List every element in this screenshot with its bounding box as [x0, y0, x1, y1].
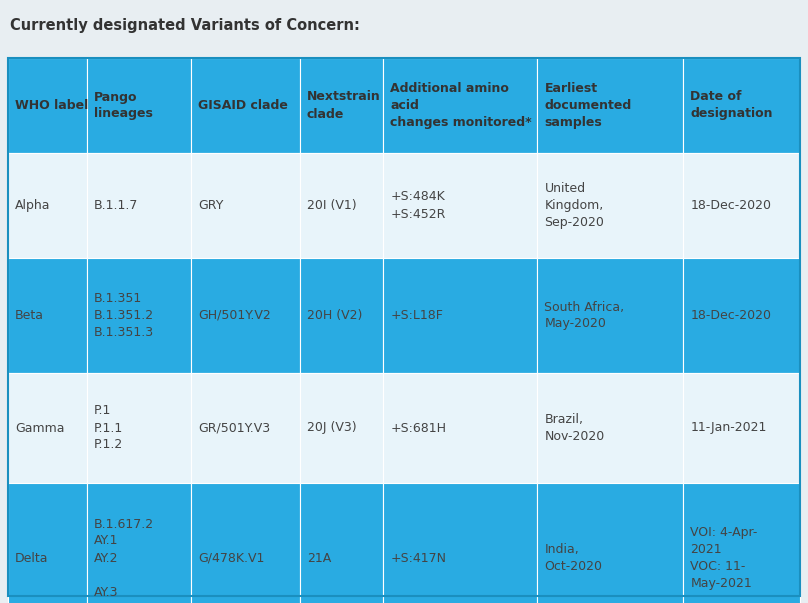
Text: Gamma: Gamma [15, 421, 65, 435]
Text: +S:681H: +S:681H [390, 421, 446, 435]
Text: Nextstrain
clade: Nextstrain clade [307, 90, 381, 121]
Text: WHO label: WHO label [15, 99, 88, 112]
Text: GH/501Y.V2: GH/501Y.V2 [199, 309, 271, 322]
Bar [684, 58, 800, 153]
Text: Date of
designation: Date of designation [690, 90, 772, 121]
Text: Currently designated Variants of Concern:: Currently designated Variants of Concern… [10, 18, 360, 33]
Bar [191, 258, 300, 373]
Bar [383, 373, 537, 483]
Bar [537, 483, 684, 603]
Text: Additional amino
acid
changes monitored*: Additional amino acid changes monitored* [390, 82, 532, 129]
Bar [684, 153, 800, 258]
Bar [191, 373, 300, 483]
Bar [537, 153, 684, 258]
Text: Alpha: Alpha [15, 199, 50, 212]
Text: United
Kingdom,
Sep-2020: United Kingdom, Sep-2020 [545, 182, 604, 229]
Bar [8, 373, 87, 483]
Bar [87, 258, 191, 373]
Bar [300, 153, 383, 258]
Bar [684, 373, 800, 483]
Text: 18-Dec-2020: 18-Dec-2020 [690, 309, 772, 322]
Text: South Africa,
May-2020: South Africa, May-2020 [545, 300, 625, 330]
Text: Beta: Beta [15, 309, 44, 322]
Bar [8, 258, 87, 373]
Bar [191, 58, 300, 153]
Bar [191, 483, 300, 603]
Text: 18-Dec-2020: 18-Dec-2020 [690, 199, 772, 212]
Bar [8, 58, 800, 596]
Text: Pango
lineages: Pango lineages [95, 90, 153, 121]
Text: 20I (V1): 20I (V1) [307, 199, 356, 212]
Bar [383, 58, 537, 153]
Text: GR/501Y.V3: GR/501Y.V3 [199, 421, 271, 435]
Text: P.1
P.1.1
P.1.2: P.1 P.1.1 P.1.2 [95, 405, 124, 452]
Bar [300, 58, 383, 153]
Text: G/478K.V1: G/478K.V1 [199, 552, 265, 564]
Bar [8, 153, 87, 258]
Text: +S:L18F: +S:L18F [390, 309, 443, 322]
Text: 20H (V2): 20H (V2) [307, 309, 362, 322]
Text: India,
Oct-2020: India, Oct-2020 [545, 543, 603, 573]
Bar [300, 258, 383, 373]
Bar [300, 373, 383, 483]
Text: +S:484K
+S:452R: +S:484K +S:452R [390, 191, 445, 221]
Bar [684, 258, 800, 373]
Bar [383, 483, 537, 603]
Text: GRY: GRY [199, 199, 224, 212]
Text: Brazil,
Nov-2020: Brazil, Nov-2020 [545, 413, 604, 443]
Text: B.1.617.2
AY.1
AY.2

AY.3: B.1.617.2 AY.1 AY.2 AY.3 [95, 517, 154, 599]
Bar [87, 153, 191, 258]
Bar [87, 373, 191, 483]
Bar [383, 258, 537, 373]
Bar [684, 483, 800, 603]
Text: 11-Jan-2021: 11-Jan-2021 [690, 421, 767, 435]
Bar [537, 258, 684, 373]
Text: 21A: 21A [307, 552, 331, 564]
Bar [300, 483, 383, 603]
Text: VOI: 4-Apr-
2021
VOC: 11-
May-2021: VOI: 4-Apr- 2021 VOC: 11- May-2021 [690, 526, 758, 590]
Text: B.1.1.7: B.1.1.7 [95, 199, 139, 212]
Bar [537, 373, 684, 483]
Bar [8, 58, 87, 153]
Bar [383, 153, 537, 258]
Text: Delta: Delta [15, 552, 48, 564]
Text: Earliest
documented
samples: Earliest documented samples [545, 82, 632, 129]
Text: GISAID clade: GISAID clade [199, 99, 288, 112]
Bar [537, 58, 684, 153]
Bar [87, 58, 191, 153]
Text: B.1.351
B.1.351.2
B.1.351.3: B.1.351 B.1.351.2 B.1.351.3 [95, 292, 154, 339]
Text: 20J (V3): 20J (V3) [307, 421, 356, 435]
Text: +S:417N: +S:417N [390, 552, 446, 564]
Bar [87, 483, 191, 603]
Bar [191, 153, 300, 258]
Bar [8, 483, 87, 603]
